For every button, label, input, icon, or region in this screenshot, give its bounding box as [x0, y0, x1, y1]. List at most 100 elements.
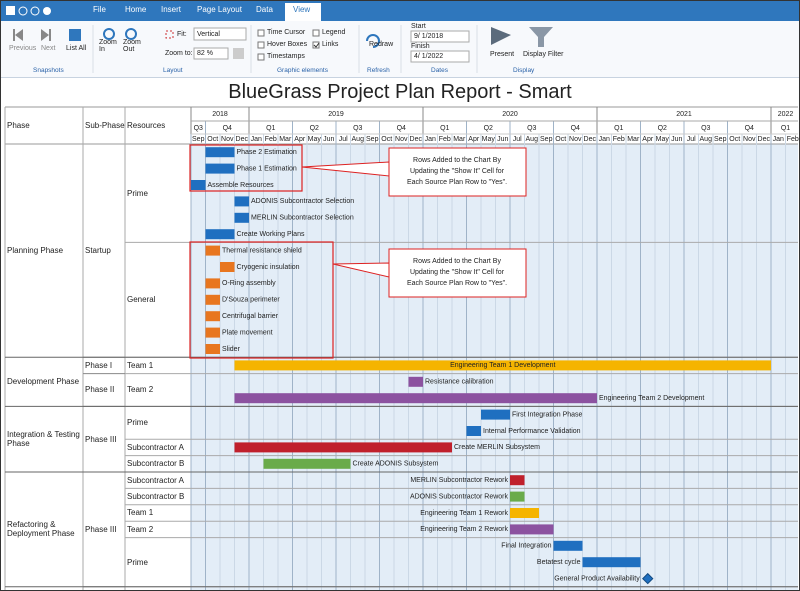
month-label: Sep — [540, 136, 553, 143]
quarter-label: Q3 — [194, 125, 203, 132]
tab[interactable]: Home — [125, 5, 147, 14]
task-label: First Integration Phase — [512, 411, 583, 418]
button-label[interactable]: Present — [490, 51, 515, 58]
month-label: Jan — [773, 136, 784, 143]
task-label: Slider — [222, 346, 241, 353]
task-bar — [205, 344, 220, 354]
checkbox-label[interactable]: Legend — [322, 29, 346, 36]
task-label: Engineering Team 2 Development — [599, 395, 704, 402]
callout-text: Each Source Plan Row to "Yes". — [407, 179, 507, 186]
month-label: Apr — [642, 136, 654, 143]
resource-cell: General — [127, 295, 156, 305]
zoom-input[interactable]: 82 % — [197, 50, 213, 57]
month-label: Jul — [687, 136, 696, 143]
tab[interactable]: Data — [256, 5, 273, 14]
tab-bar — [1, 1, 799, 21]
resource-cell: Subcontractor B — [127, 459, 185, 469]
task-bar — [234, 196, 249, 207]
checkbox-label[interactable]: Links — [322, 41, 339, 48]
task-label: Assemble Resources — [208, 182, 275, 189]
checkbox-label[interactable]: Time Cursor — [267, 29, 306, 36]
month-label: Feb — [787, 136, 799, 143]
task-label: Phase 1 Estimation — [237, 165, 297, 172]
resource-cell: Prime — [127, 557, 148, 567]
month-label: Aug — [352, 136, 365, 143]
month-label: Feb — [613, 136, 625, 143]
date-input[interactable]: 9/ 1/2018 — [414, 33, 444, 40]
column-header: Sub-Phase — [85, 121, 125, 130]
callout-text: Rows Added to the Chart By — [413, 258, 501, 265]
group-label: Refresh — [367, 67, 390, 74]
button-label[interactable]: Previous — [9, 45, 37, 52]
month-label: Feb — [439, 136, 451, 143]
month-label: Dec — [584, 136, 597, 143]
task-bar — [510, 524, 554, 535]
month-label: Oct — [207, 136, 218, 143]
tab-active[interactable]: View — [293, 5, 311, 14]
task-bar — [205, 163, 235, 174]
task-label: D'Souza perimeter — [222, 297, 280, 304]
task-label: Centrifugal barrier — [222, 313, 279, 320]
resource-cell: Prime — [127, 188, 148, 198]
column-header: Phase — [7, 121, 30, 130]
tab[interactable]: File — [93, 5, 106, 14]
button-label[interactable]: Zoom In — [99, 39, 117, 53]
resource-cell: Team 2 — [127, 385, 154, 395]
date-input[interactable]: 4/ 1/2022 — [414, 53, 444, 60]
task-bar — [510, 491, 525, 502]
button-label[interactable]: Zoom Out — [123, 39, 141, 53]
quarter-label: Q2 — [484, 125, 493, 132]
resource-cell: Subcontractor B — [127, 492, 185, 502]
task-bar — [481, 409, 510, 420]
month-label: Dec — [410, 136, 423, 143]
month-label: May — [656, 136, 670, 143]
button-label[interactable]: Redraw — [369, 41, 394, 48]
tab[interactable]: Insert — [161, 5, 182, 14]
month-label: Mar — [627, 136, 640, 143]
resource-cell: Subcontractor A — [127, 442, 184, 452]
task-bar — [205, 294, 220, 305]
month-label: Aug — [526, 136, 539, 143]
task-bar — [205, 278, 220, 289]
month-label: Dec — [236, 136, 249, 143]
group-label: Display — [513, 67, 535, 74]
checkbox-label[interactable]: Hover Boxes — [267, 41, 308, 48]
month-label: Apr — [294, 136, 306, 143]
button-label[interactable]: List All — [66, 45, 87, 52]
phase-cell: Development Phase — [7, 377, 80, 387]
quarter-label: Q1 — [440, 125, 449, 132]
month-label: Nov — [221, 136, 234, 143]
month-label: Oct — [381, 136, 392, 143]
task-bar — [408, 376, 423, 387]
callout-box — [388, 147, 527, 197]
phase-cell: Refactoring & Deployment Phase — [7, 520, 75, 539]
tab[interactable]: Page Layout — [197, 5, 242, 14]
task-bar — [205, 327, 220, 338]
checkbox-label[interactable]: Timestamps — [267, 53, 305, 60]
phase-cell: Planning Phase — [7, 246, 64, 256]
task-label: MERLIN Subcontractor Rework — [410, 477, 508, 484]
task-label: Betatest cycle — [537, 559, 581, 566]
resource-cell: Subcontractor A — [127, 475, 184, 485]
quarter-label: Q1 — [266, 125, 275, 132]
month-label: Oct — [555, 136, 566, 143]
label: Zoom to: — [165, 50, 193, 57]
task-label: O-Ring assembly — [222, 280, 276, 287]
task-label: Internal Performance Validation — [483, 428, 581, 435]
resource-cell: Prime — [127, 418, 148, 428]
label: Finish — [411, 43, 430, 50]
task-label: Engineering Team 1 Development — [450, 362, 555, 369]
task-label: General Product Availability — [554, 575, 640, 582]
dropdown[interactable]: Vertical — [197, 31, 220, 38]
callout-text: Rows Added to the Chart By — [413, 157, 501, 164]
button-label[interactable]: Next — [41, 45, 56, 52]
month-label: Nov — [743, 136, 756, 143]
button-label[interactable]: Display Filter — [523, 51, 564, 58]
task-bar — [205, 311, 220, 322]
subphase-cell: Phase II — [85, 385, 115, 395]
month-label: Jan — [599, 136, 610, 143]
phase-cell: Integration & Testing Phase — [7, 430, 80, 449]
milestone — [642, 572, 654, 585]
year-label: 2022 — [778, 111, 794, 118]
